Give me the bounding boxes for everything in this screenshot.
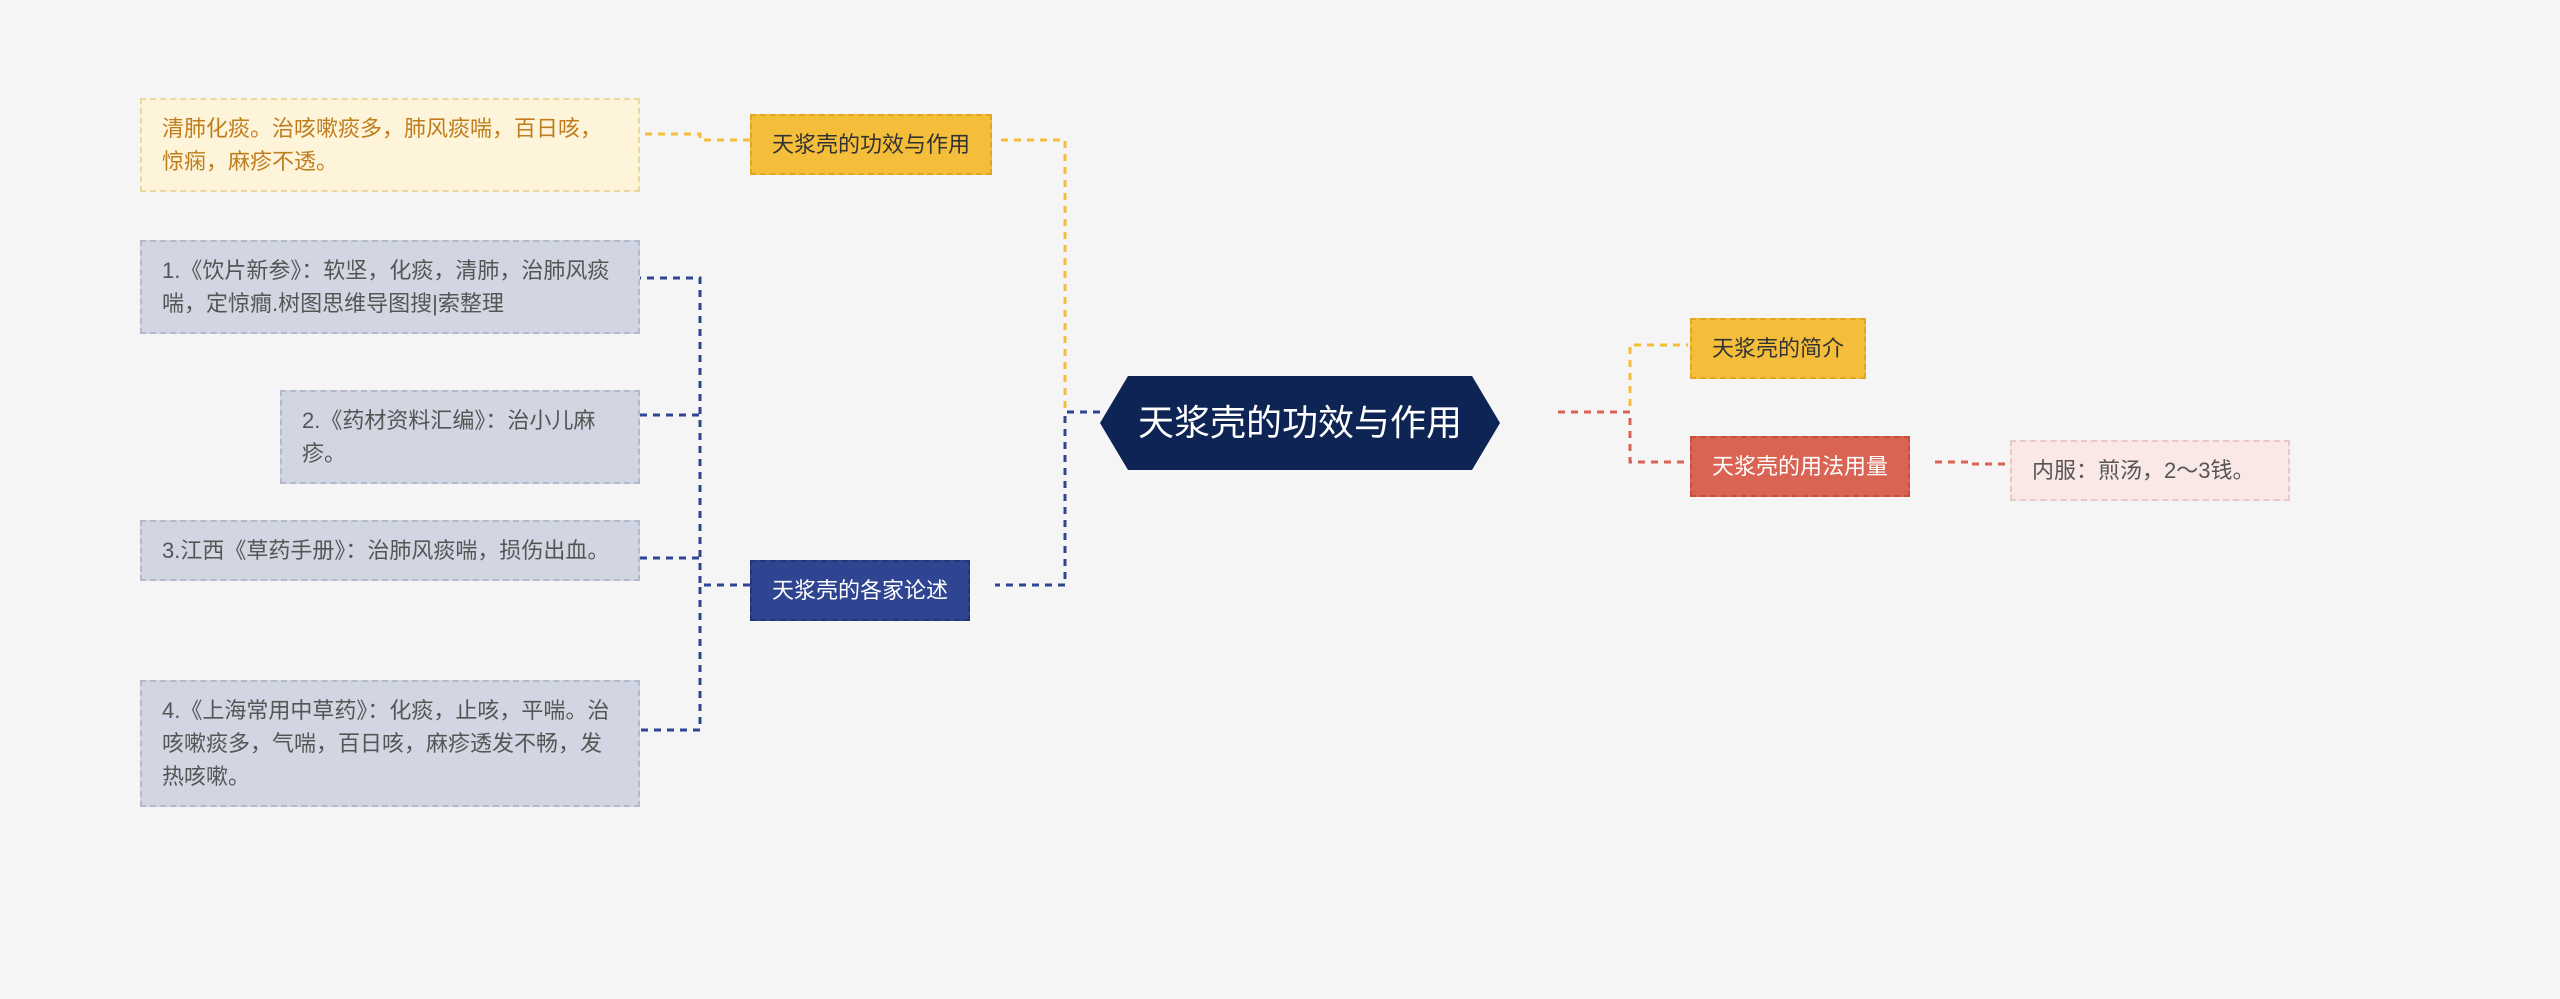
center-node[interactable]: 天浆壳的功效与作用 xyxy=(1100,376,1500,470)
mindmap-node[interactable]: 天浆壳的简介 xyxy=(1690,318,1866,379)
mindmap-node[interactable]: 2.《药材资料汇编》：治小儿麻疹。 xyxy=(280,390,640,484)
connector xyxy=(1558,345,1688,412)
mindmap-node[interactable]: 1.《饮片新参》：软坚，化痰，清肺，治肺风痰喘，定惊癎.树图思维导图搜|索整理 xyxy=(140,240,640,334)
connector xyxy=(1558,412,1688,462)
connector xyxy=(640,415,750,585)
mindmap-node[interactable]: 内服：煎汤，2～3钱。 xyxy=(2010,440,2290,501)
connector xyxy=(640,134,750,140)
connector xyxy=(640,278,750,585)
connector xyxy=(995,140,1100,412)
mindmap-node[interactable]: 天浆壳的用法用量 xyxy=(1690,436,1910,497)
mindmap-node[interactable]: 3.江西《草药手册》：治肺风痰喘，损伤出血。 xyxy=(140,520,640,581)
connector xyxy=(1935,462,2008,464)
mindmap-node[interactable]: 天浆壳的各家论述 xyxy=(750,560,970,621)
connector xyxy=(640,585,750,730)
mindmap-node[interactable]: 4.《上海常用中草药》：化痰，止咳，平喘。治咳嗽痰多，气喘，百日咳，麻疹透发不畅… xyxy=(140,680,640,807)
connector xyxy=(640,558,750,585)
mindmap-node[interactable]: 天浆壳的功效与作用 xyxy=(750,114,992,175)
mindmap-node[interactable]: 清肺化痰。治咳嗽痰多，肺风痰喘，百日咳，惊痫，麻疹不透。 xyxy=(140,98,640,192)
connector xyxy=(995,412,1100,585)
